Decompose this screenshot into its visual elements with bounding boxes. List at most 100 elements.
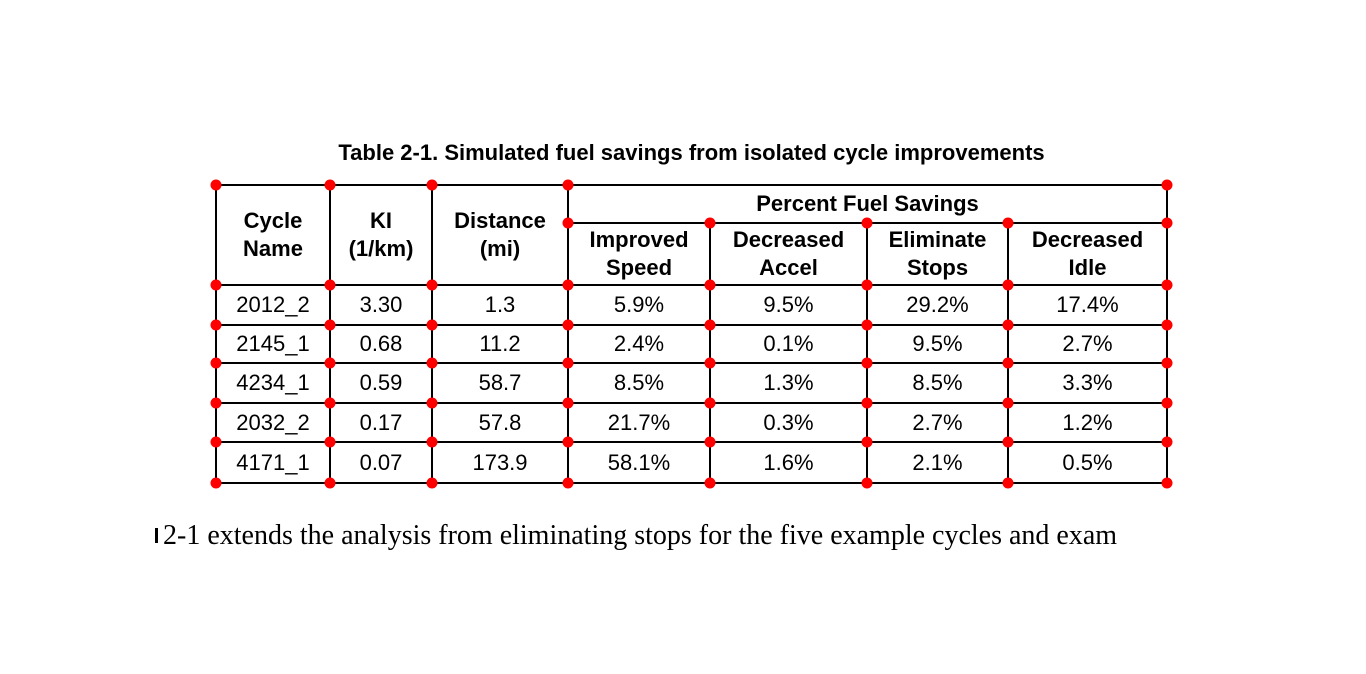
table-cell: 2.1% bbox=[866, 441, 1009, 484]
table-cell: 2145_1 bbox=[215, 324, 331, 364]
grid-intersection-dot bbox=[1161, 357, 1173, 369]
table-cell: 0.1% bbox=[709, 324, 868, 364]
grid-intersection-dot bbox=[704, 436, 716, 448]
table-cell: 9.5% bbox=[709, 284, 868, 326]
header-line: Improved bbox=[589, 227, 689, 252]
table-cell: 11.2 bbox=[431, 324, 569, 364]
fuel-savings-table: Cycle Name KI (1/km) Distance (mi) Perce… bbox=[215, 184, 1168, 484]
table-cell: 8.5% bbox=[567, 362, 711, 404]
grid-intersection-dot bbox=[704, 397, 716, 409]
table-cell: 58.7 bbox=[431, 362, 569, 404]
grid-intersection-dot bbox=[324, 397, 336, 409]
header-line: (1/km) bbox=[348, 236, 414, 261]
col-header-eliminate-stops: Eliminate Stops bbox=[866, 222, 1009, 286]
header-row-sub: Improved Speed Decreased Accel Eliminate… bbox=[216, 222, 1168, 286]
grid-intersection-dot bbox=[1161, 279, 1173, 291]
header-line: (mi) bbox=[479, 236, 521, 261]
grid-intersection-dot bbox=[426, 397, 438, 409]
table-row: 2032_2 0.17 57.8 21.7% 0.3% 2.7% 1.2% bbox=[215, 402, 1168, 443]
col-header-decreased-idle: Decreased Idle bbox=[1007, 222, 1168, 286]
table-cell: 57.8 bbox=[431, 402, 569, 443]
grid-intersection-dot bbox=[861, 397, 873, 409]
table-caption: Table 2-1. Simulated fuel savings from i… bbox=[338, 140, 1045, 165]
grid-intersection-dot bbox=[210, 436, 222, 448]
col-header-distance: Distance (mi) bbox=[431, 184, 569, 286]
grid-intersection-dot bbox=[704, 357, 716, 369]
grid-intersection-dot bbox=[1161, 179, 1173, 191]
grid-intersection-dot bbox=[704, 279, 716, 291]
table-cell: 9.5% bbox=[866, 324, 1009, 364]
table-cell: 1.3% bbox=[709, 362, 868, 404]
grid-intersection-dot bbox=[562, 217, 574, 229]
grid-intersection-dot bbox=[861, 319, 873, 331]
grid-intersection-dot bbox=[1002, 397, 1014, 409]
header-line: Cycle bbox=[243, 208, 303, 233]
grid-intersection-dot bbox=[210, 279, 222, 291]
table-cell: 0.17 bbox=[329, 402, 433, 443]
table-row: 2012_2 3.30 1.3 5.9% 9.5% 29.2% 17.4% bbox=[215, 284, 1168, 326]
grid-intersection-dot bbox=[562, 279, 574, 291]
grid-intersection-dot bbox=[1002, 477, 1014, 489]
grid-intersection-dot bbox=[426, 179, 438, 191]
table-row: 2145_1 0.68 11.2 2.4% 0.1% 9.5% 2.7% bbox=[215, 324, 1168, 364]
grid-intersection-dot bbox=[1002, 319, 1014, 331]
table-cell: 2.7% bbox=[866, 402, 1009, 443]
header-line: Speed bbox=[605, 255, 673, 280]
grid-intersection-dot bbox=[1161, 397, 1173, 409]
table-cell: 1.3 bbox=[431, 284, 569, 326]
grid-intersection-dot bbox=[324, 477, 336, 489]
grid-intersection-dot bbox=[324, 357, 336, 369]
grid-intersection-dot bbox=[324, 436, 336, 448]
grid-intersection-dot bbox=[861, 436, 873, 448]
header-line: Accel bbox=[759, 255, 818, 280]
table-cell: 8.5% bbox=[866, 362, 1009, 404]
grid-intersection-dot bbox=[704, 319, 716, 331]
grid-intersection-dot bbox=[426, 436, 438, 448]
header-line: Decreased bbox=[732, 227, 845, 252]
table-cell: 3.30 bbox=[329, 284, 433, 326]
grid-intersection-dot bbox=[562, 397, 574, 409]
table-cell: 4234_1 bbox=[215, 362, 331, 404]
table-cell: 2012_2 bbox=[215, 284, 331, 326]
table-cell: 0.3% bbox=[709, 402, 868, 443]
col-header-decreased-accel: Decreased Accel bbox=[709, 222, 868, 286]
grid-intersection-dot bbox=[861, 217, 873, 229]
grid-intersection-dot bbox=[210, 477, 222, 489]
table-cell: 58.1% bbox=[567, 441, 711, 484]
grid-intersection-dot bbox=[704, 477, 716, 489]
grid-intersection-dot bbox=[324, 179, 336, 191]
grid-intersection-dot bbox=[210, 319, 222, 331]
grid-intersection-dot bbox=[562, 319, 574, 331]
table-cell: 0.07 bbox=[329, 441, 433, 484]
header-line: Decreased bbox=[1031, 227, 1144, 252]
grid-intersection-dot bbox=[704, 217, 716, 229]
grid-intersection-dot bbox=[562, 357, 574, 369]
header-line: Distance bbox=[454, 208, 546, 233]
table-cell: 2.4% bbox=[567, 324, 711, 364]
header-line: Idle bbox=[1068, 255, 1107, 280]
table-cell: 0.68 bbox=[329, 324, 433, 364]
grid-intersection-dot bbox=[426, 319, 438, 331]
grid-intersection-dot bbox=[1161, 477, 1173, 489]
grid-intersection-dot bbox=[324, 279, 336, 291]
grid-intersection-dot bbox=[210, 397, 222, 409]
table-cell: 3.3% bbox=[1007, 362, 1168, 404]
table-cell: 1.2% bbox=[1007, 402, 1168, 443]
table-row: 4171_1 0.07 173.9 58.1% 1.6% 2.1% 0.5% bbox=[215, 441, 1168, 484]
table-cell: 5.9% bbox=[567, 284, 711, 326]
header-line: Name bbox=[243, 236, 303, 261]
header-line: Stops bbox=[906, 255, 969, 280]
grid-intersection-dot bbox=[324, 319, 336, 331]
grid-intersection-dot bbox=[1002, 357, 1014, 369]
table-cell: 21.7% bbox=[567, 402, 711, 443]
clipped-character-fragment bbox=[155, 528, 158, 543]
grid-intersection-dot bbox=[210, 357, 222, 369]
grid-intersection-dot bbox=[1161, 319, 1173, 331]
table-cell: 0.5% bbox=[1007, 441, 1168, 484]
grid-intersection-dot bbox=[1002, 279, 1014, 291]
table-cell: 2032_2 bbox=[215, 402, 331, 443]
grid-intersection-dot bbox=[1002, 436, 1014, 448]
table-cell: 29.2% bbox=[866, 284, 1009, 326]
grid-intersection-dot bbox=[1161, 436, 1173, 448]
grid-intersection-dot bbox=[861, 279, 873, 291]
